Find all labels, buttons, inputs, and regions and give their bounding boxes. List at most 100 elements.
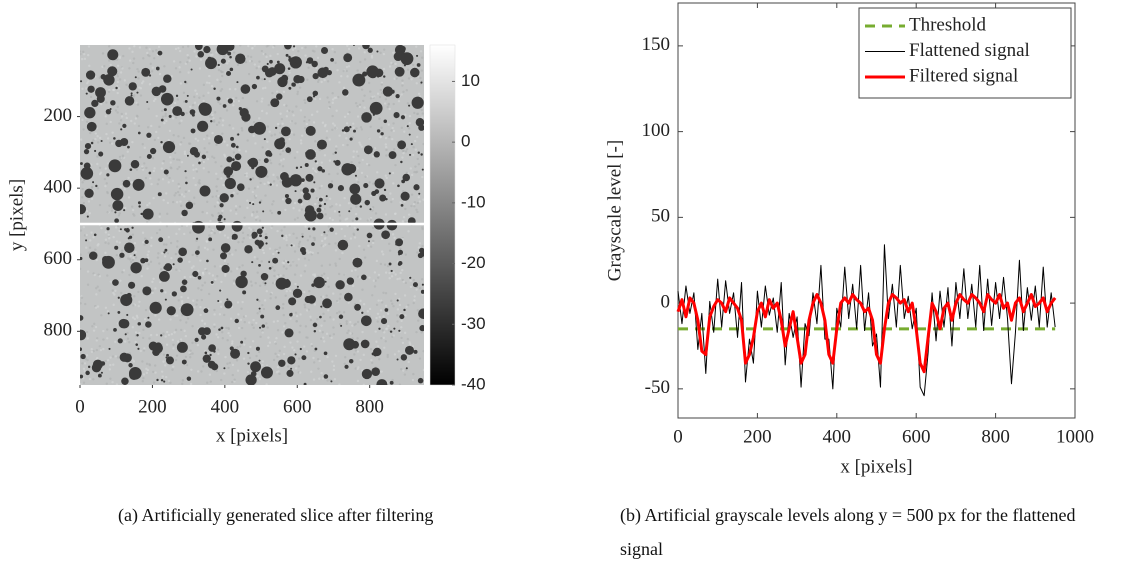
texture	[192, 202, 196, 205]
texture	[353, 353, 356, 356]
texture	[347, 301, 350, 304]
texture	[223, 372, 226, 375]
texture	[142, 57, 145, 60]
texture	[409, 167, 413, 170]
texture	[269, 292, 273, 296]
texture	[322, 340, 326, 343]
texture	[255, 100, 259, 103]
pore	[148, 341, 158, 351]
texture	[178, 340, 182, 343]
texture	[421, 112, 424, 115]
texture	[96, 155, 99, 158]
pore	[251, 261, 254, 264]
texture	[215, 369, 218, 373]
texture	[275, 337, 278, 340]
texture	[114, 289, 117, 293]
pore	[379, 194, 387, 202]
texture	[99, 348, 103, 352]
texture	[307, 258, 311, 262]
texture	[150, 70, 154, 73]
texture	[274, 342, 277, 345]
texture	[186, 61, 189, 64]
texture	[135, 114, 139, 117]
pore	[80, 374, 84, 379]
texture	[338, 383, 341, 385]
pore	[130, 92, 133, 95]
texture	[185, 321, 188, 324]
texture	[134, 340, 137, 344]
texture	[155, 114, 158, 118]
texture	[403, 373, 407, 376]
texture	[352, 232, 355, 235]
pore	[343, 126, 350, 133]
texture	[368, 276, 371, 279]
texture	[276, 329, 280, 332]
texture	[256, 374, 259, 378]
series-line	[676, 293, 1057, 374]
texture	[379, 309, 383, 312]
pore	[203, 45, 211, 54]
texture	[140, 274, 143, 278]
texture	[158, 215, 161, 218]
texture	[399, 271, 402, 275]
texture	[151, 291, 154, 295]
texture	[114, 109, 118, 112]
pore	[349, 125, 352, 129]
texture	[362, 248, 366, 251]
pore	[291, 82, 296, 87]
texture	[257, 117, 261, 120]
texture	[221, 119, 225, 122]
texture	[315, 161, 319, 165]
texture	[175, 201, 179, 204]
texture	[145, 362, 149, 366]
texture	[279, 112, 282, 115]
texture	[246, 139, 249, 142]
pore	[359, 205, 363, 208]
pore	[400, 52, 414, 66]
texture	[339, 292, 342, 296]
texture	[398, 303, 402, 307]
texture	[119, 158, 122, 161]
texture	[131, 140, 134, 144]
texture	[276, 366, 280, 369]
texture	[198, 179, 201, 182]
texture	[166, 330, 169, 334]
texture	[89, 95, 93, 99]
texture	[83, 52, 86, 56]
texture	[292, 206, 295, 210]
texture	[364, 175, 367, 179]
texture	[203, 246, 207, 250]
pore	[312, 322, 318, 328]
texture	[400, 126, 404, 129]
texture	[163, 65, 166, 68]
pore	[158, 85, 167, 93]
texture	[167, 235, 171, 239]
texture	[241, 264, 244, 267]
pore	[323, 231, 326, 234]
texture	[391, 233, 395, 236]
texture	[416, 201, 420, 205]
texture	[121, 67, 124, 70]
texture	[256, 185, 260, 189]
pore	[406, 125, 409, 128]
texture	[80, 267, 82, 271]
texture	[98, 203, 102, 207]
texture	[199, 58, 203, 61]
pore	[126, 292, 132, 298]
pore	[360, 315, 372, 327]
pore	[247, 362, 250, 365]
texture	[309, 315, 312, 318]
texture	[137, 290, 140, 294]
texture	[265, 383, 268, 385]
texture	[299, 324, 302, 327]
x-tick-label: 600	[283, 396, 312, 417]
pore	[361, 112, 372, 123]
texture	[238, 266, 241, 269]
texture	[325, 136, 328, 140]
texture	[236, 301, 240, 304]
texture	[367, 163, 371, 167]
texture	[384, 304, 388, 308]
texture	[420, 278, 424, 281]
texture	[141, 143, 144, 146]
texture	[359, 143, 362, 146]
